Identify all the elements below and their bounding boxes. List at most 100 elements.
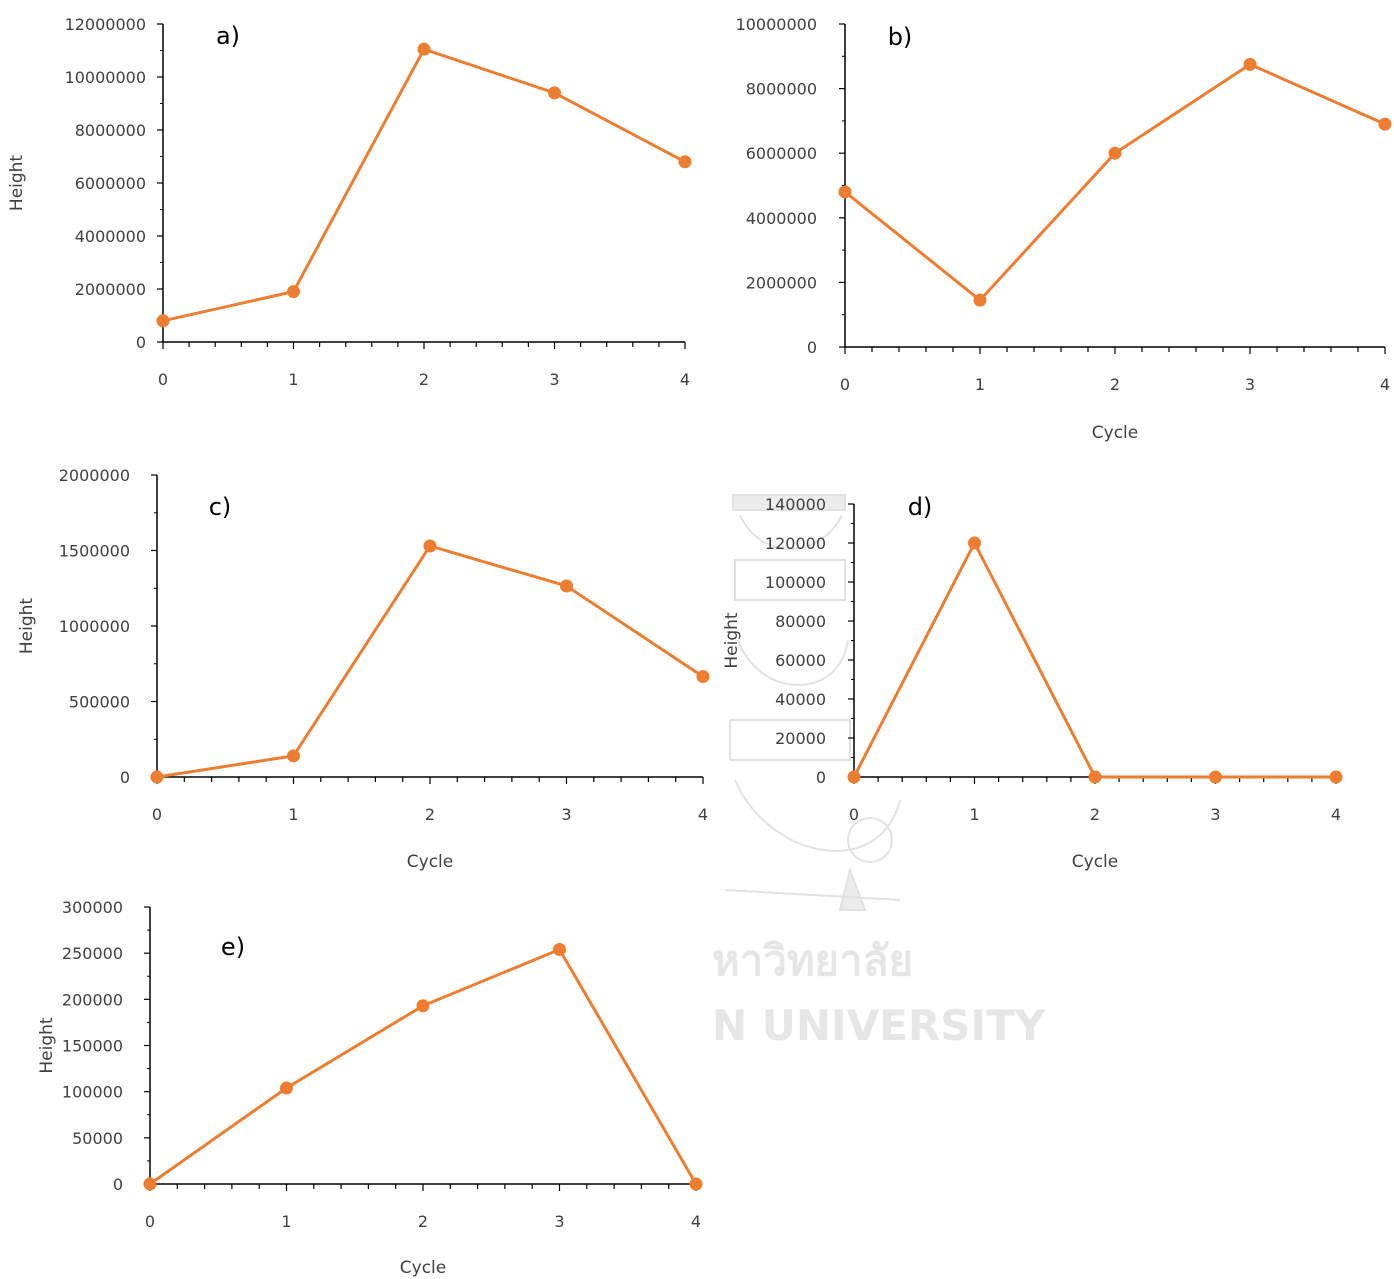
data-point (968, 537, 981, 550)
x-tick-label: 2 (1110, 375, 1120, 394)
data-point (144, 1178, 157, 1191)
x-tick-label: 3 (1245, 375, 1255, 394)
x-tick-label: 1 (288, 370, 298, 389)
data-point (560, 579, 573, 592)
data-point (287, 749, 300, 762)
series-line (854, 543, 1336, 777)
data-point (848, 771, 861, 784)
y-tick-label: 0 (816, 768, 826, 787)
y-axis-title: Height (37, 1017, 57, 1074)
x-tick-label: 0 (849, 805, 859, 824)
y-tick-label: 8000000 (75, 121, 146, 140)
panel-label: b) (888, 23, 913, 51)
series-line (150, 949, 696, 1184)
x-tick-label: 2 (1090, 805, 1100, 824)
data-point (1379, 118, 1392, 131)
data-point (424, 539, 437, 552)
y-axis-title: Height (17, 598, 37, 655)
data-point (157, 314, 170, 327)
y-tick-label: 500000 (69, 693, 130, 712)
y-tick-label: 0 (136, 333, 146, 352)
data-point (1330, 771, 1343, 784)
x-tick-label: 3 (561, 805, 571, 824)
x-tick-label: 1 (281, 1212, 291, 1231)
x-tick-label: 4 (1380, 375, 1390, 394)
series-line (157, 546, 703, 777)
y-tick-label: 140000 (765, 495, 826, 514)
y-tick-label: 2000000 (75, 280, 146, 299)
y-tick-label: 2000000 (59, 466, 130, 485)
watermark-line-2: N UNIVERSITY (712, 1001, 1046, 1050)
data-point (548, 86, 561, 99)
x-tick-label: 1 (975, 375, 985, 394)
data-point (1209, 771, 1222, 784)
panel-label: a) (216, 22, 240, 50)
x-tick-label: 2 (419, 370, 429, 389)
x-axis-title: Cycle (1072, 852, 1118, 872)
y-tick-label: 8000000 (746, 80, 817, 99)
data-point (418, 43, 431, 56)
data-point (697, 670, 710, 683)
y-tick-label: 0 (807, 338, 817, 357)
y-tick-label: 0 (120, 768, 130, 787)
y-tick-label: 4000000 (75, 227, 146, 246)
panel-label: c) (209, 493, 232, 521)
watermark-line-1: หาวิทยาลัย (712, 936, 913, 985)
x-tick-label: 4 (1331, 805, 1341, 824)
x-axis-title: Cycle (400, 1258, 446, 1278)
y-tick-label: 1000000 (59, 617, 130, 636)
y-tick-label: 200000 (62, 990, 123, 1009)
x-tick-label: 0 (145, 1212, 155, 1231)
y-tick-label: 80000 (775, 612, 826, 631)
x-axis-title: Cycle (1092, 423, 1138, 443)
y-tick-label: 2000000 (746, 273, 817, 292)
y-tick-label: 60000 (775, 651, 826, 670)
y-tick-label: 0 (113, 1175, 123, 1194)
y-axis-title: Height (7, 155, 27, 212)
chart-panel-2: 0 2000000 4000000 6000000 8000000 10000000 0 1 2… (736, 15, 1392, 443)
y-tick-label: 6000000 (746, 144, 817, 163)
y-tick-label: 100000 (765, 573, 826, 592)
y-tick-label: 50000 (72, 1129, 123, 1148)
x-tick-label: 0 (840, 375, 850, 394)
x-tick-label: 2 (418, 1212, 428, 1231)
panel-label: e) (221, 933, 245, 961)
watermark: หาวิทยาลัย N UNIVERSITY (712, 495, 1046, 1050)
data-point (417, 999, 430, 1012)
data-point (1109, 147, 1122, 160)
chart-panel-5: 0 50000 100000 150000 200000 250000 300000 0 1 2 3… (37, 898, 703, 1278)
y-tick-label: 1500000 (59, 542, 130, 561)
y-tick-label: 120000 (765, 534, 826, 553)
data-point (839, 185, 852, 198)
y-tick-label: 4000000 (746, 209, 817, 228)
x-tick-label: 2 (425, 805, 435, 824)
series-line (845, 64, 1385, 300)
x-tick-label: 0 (158, 370, 168, 389)
x-tick-label: 3 (549, 370, 559, 389)
data-point (1244, 58, 1257, 71)
x-tick-label: 4 (698, 805, 708, 824)
y-tick-label: 6000000 (75, 174, 146, 193)
y-tick-label: 40000 (775, 690, 826, 709)
x-tick-label: 4 (680, 370, 690, 389)
y-tick-label: 150000 (62, 1037, 123, 1056)
y-tick-label: 300000 (62, 898, 123, 917)
data-point (974, 294, 987, 307)
data-point (287, 285, 300, 298)
y-axis-title: Height (722, 612, 742, 669)
panel-label: d) (908, 493, 933, 521)
y-tick-label: 250000 (62, 944, 123, 963)
y-tick-label: 12000000 (65, 15, 146, 34)
data-point (151, 771, 164, 784)
data-point (1089, 771, 1102, 784)
x-tick-label: 1 (969, 805, 979, 824)
x-tick-label: 0 (152, 805, 162, 824)
y-tick-label: 20000 (775, 729, 826, 748)
data-point (553, 943, 566, 956)
charts: 0200000040000006000000800000010000000120… (7, 15, 1392, 1278)
chart-panel-1: 0200000040000006000000800000010000000120… (7, 15, 692, 389)
chart-panel-3: 05000001000000150000020000000 1 2 3 4c)Heigh… (17, 466, 710, 872)
x-tick-label: 3 (554, 1212, 564, 1231)
y-tick-label: 10000000 (65, 68, 146, 87)
